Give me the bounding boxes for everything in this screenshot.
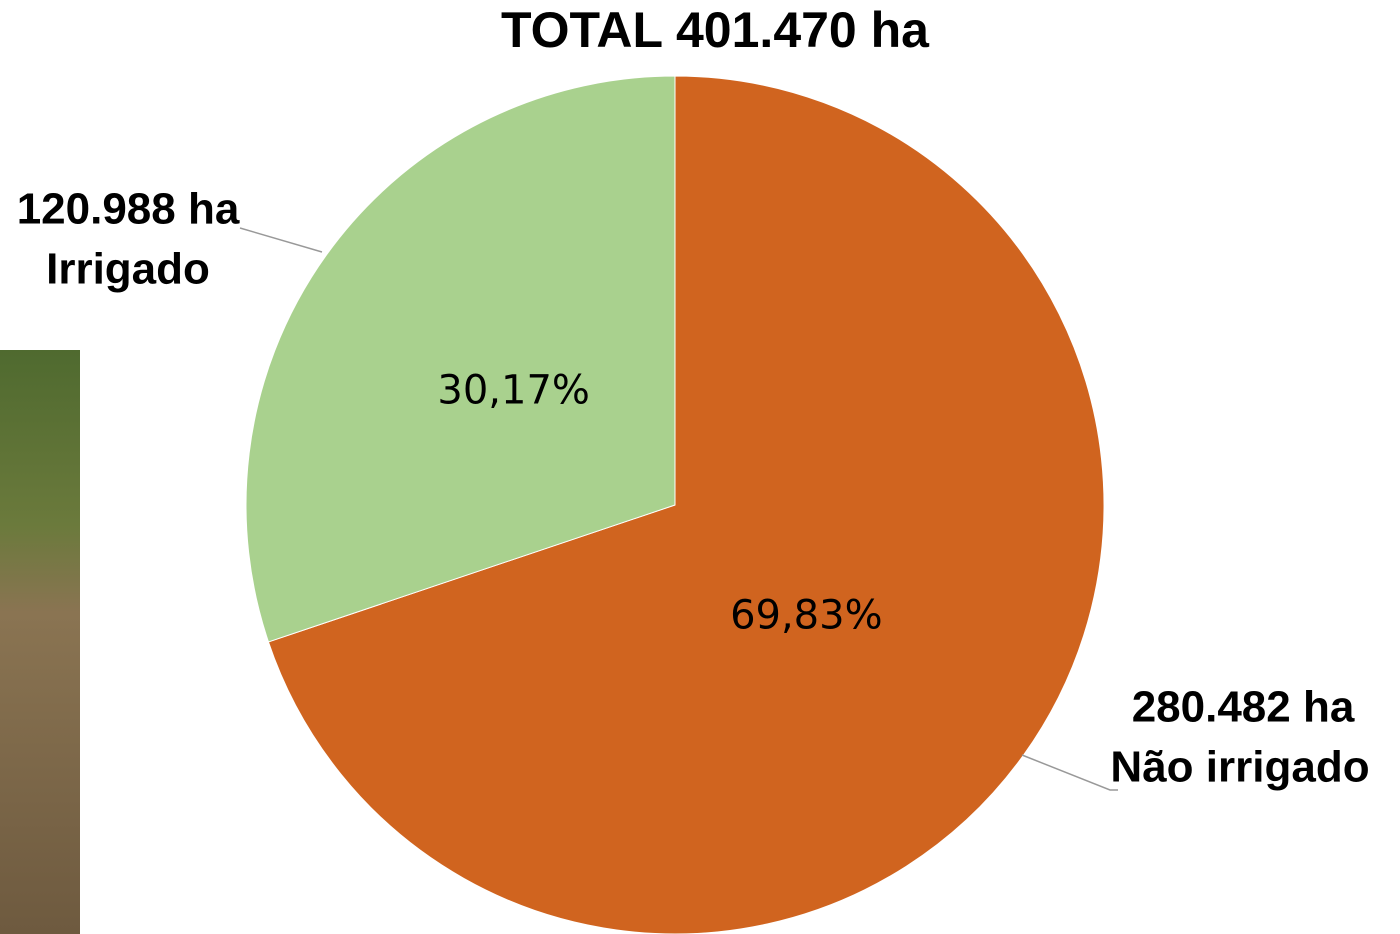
- chart-title: TOTAL 401.470 ha: [501, 2, 930, 58]
- leader-line: [1021, 754, 1118, 791]
- area-label: 280.482 ha: [1132, 683, 1355, 732]
- pie: [245, 75, 1105, 934]
- category-label: Não irrigado: [1110, 743, 1369, 792]
- background-photo: [0, 350, 80, 934]
- pie-slice: [245, 75, 676, 643]
- leader-line: [239, 227, 323, 253]
- value-label: 30,17%: [437, 367, 590, 413]
- area-label: 120.988 ha: [17, 185, 240, 234]
- category-label: Irrigado: [46, 245, 210, 294]
- value-label: 69,83%: [730, 593, 883, 639]
